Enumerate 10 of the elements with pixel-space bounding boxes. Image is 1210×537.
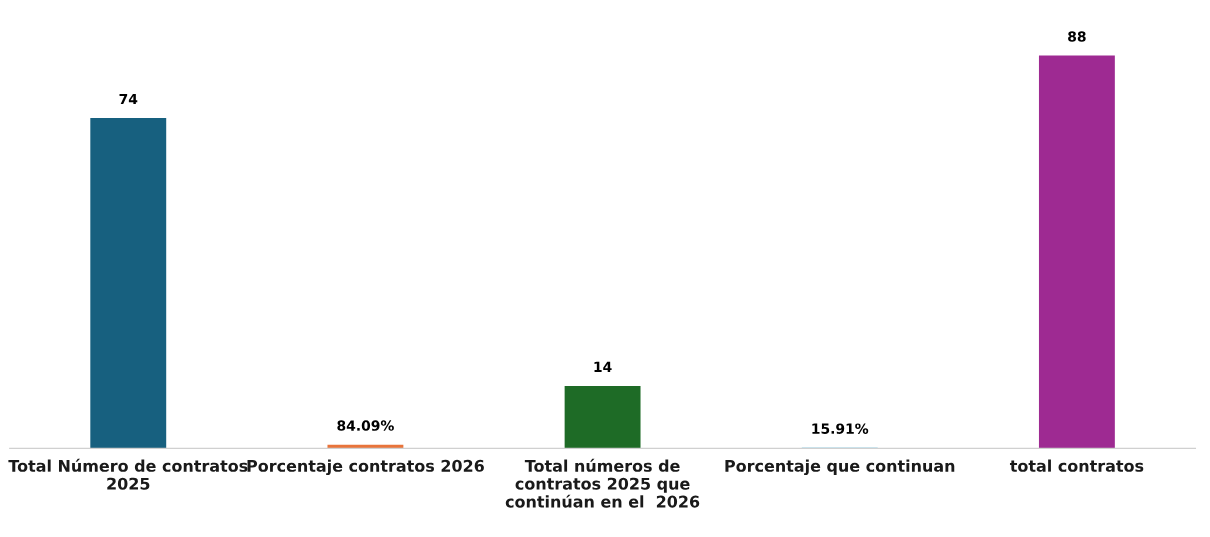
data-label: 84.09% <box>337 420 394 431</box>
data-label: 88 <box>1068 31 1086 42</box>
x-tick-label: Porcentaje contratos 2026 <box>247 459 484 476</box>
x-tick-label: Total números de contratos 2025 que continúan en el 2026 <box>505 458 700 508</box>
x-tick-label: Porcentaje que continuan <box>725 459 955 476</box>
data-label: 15.91% <box>812 423 869 434</box>
x-tick-label: total contratos <box>1009 459 1144 472</box>
data-label: 74 <box>119 93 138 105</box>
data-label: 14 <box>594 361 612 372</box>
x-tick-label: Total Número de contratos 2025 <box>8 458 248 490</box>
